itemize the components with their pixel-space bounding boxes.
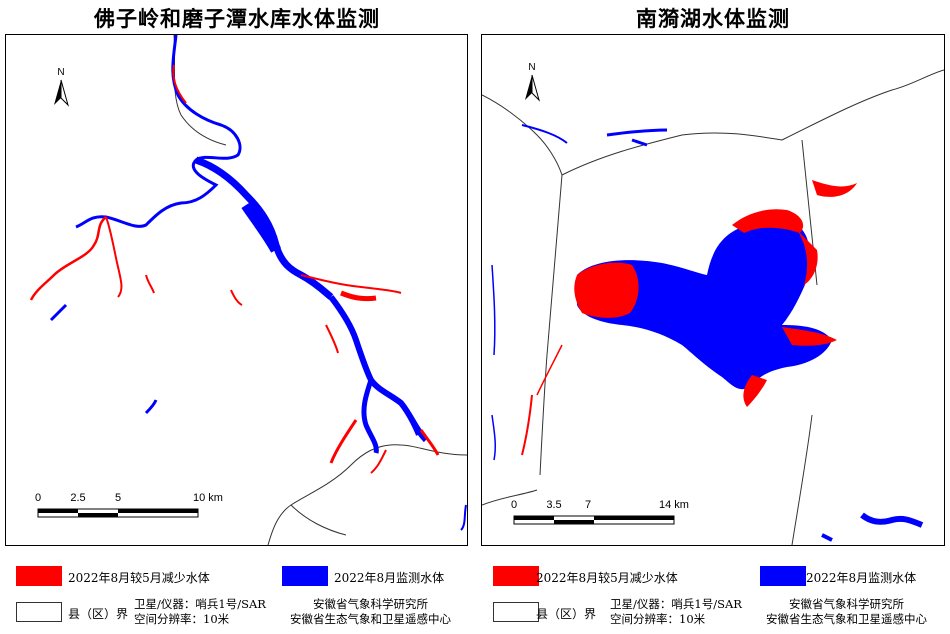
county-boundary bbox=[482, 94, 563, 176]
scale-tick-label: 2.5 bbox=[70, 492, 85, 504]
scale-tick-label: 0 bbox=[511, 499, 517, 511]
current-label: 2022年8月监测水体 bbox=[334, 571, 445, 585]
county-boundary bbox=[267, 444, 467, 545]
current-swatch bbox=[282, 566, 328, 586]
right-map-canvas: N 0 3.5 7 14 km bbox=[482, 62, 944, 545]
scale-tick-label: 0 bbox=[35, 492, 41, 504]
boundary-label: 县（区）界 bbox=[68, 607, 129, 621]
svg-text:N: N bbox=[57, 67, 64, 78]
county-boundary bbox=[290, 504, 347, 536]
decrease-swatch bbox=[493, 566, 539, 586]
sensor-info: 卫星/仪器：哨兵1号/SAR 空间分辨率：10米 bbox=[610, 597, 742, 626]
boundary-swatch bbox=[16, 602, 62, 622]
boundary-swatch bbox=[493, 602, 539, 622]
current-label: 2022年8月监测水体 bbox=[806, 571, 917, 585]
scale-tick-label: 7 bbox=[585, 499, 591, 511]
org-info: 安徽省气象科学研究所 安徽省生态气象和卫星遥感中心 bbox=[290, 597, 451, 626]
scale-bar: 0 2.5 5 10 km bbox=[35, 492, 223, 518]
right-map-frame[interactable]: N 0 3.5 7 14 km bbox=[481, 34, 945, 546]
scale-tick-label: 10 km bbox=[193, 492, 223, 504]
scale-tick-label: 14 km bbox=[659, 499, 689, 511]
county-boundary bbox=[173, 35, 227, 146]
county-boundary bbox=[791, 414, 813, 545]
decrease-label: 2022年8月较5月减少水体 bbox=[536, 571, 678, 585]
current-swatch bbox=[760, 566, 806, 586]
decrease-swatch bbox=[16, 566, 62, 586]
org-info: 安徽省气象科学研究所 安徽省生态气象和卫星遥感中心 bbox=[766, 597, 927, 626]
left-map-title: 佛子岭和磨子潭水库水体监测 bbox=[94, 7, 380, 31]
county-boundary bbox=[482, 489, 538, 506]
scale-tick-label: 5 bbox=[115, 492, 121, 504]
north-arrow-icon: N bbox=[525, 62, 540, 102]
right-water-decrease bbox=[521, 180, 857, 456]
scale-bar: 0 3.5 7 14 km bbox=[511, 499, 689, 525]
svg-text:N: N bbox=[528, 62, 535, 73]
scale-tick-label: 3.5 bbox=[546, 499, 561, 511]
left-map-canvas: N 0 2.5 5 10 km bbox=[29, 35, 467, 545]
right-map-title: 南漪湖水体监测 bbox=[636, 7, 790, 31]
left-water-current bbox=[49, 35, 467, 531]
right-water-current bbox=[491, 124, 924, 542]
sensor-info: 卫星/仪器：哨兵1号/SAR 空间分辨率：10米 bbox=[134, 597, 266, 626]
county-boundary bbox=[539, 174, 563, 476]
county-boundary bbox=[561, 69, 944, 176]
left-water-decrease bbox=[29, 64, 440, 474]
north-arrow-icon: N bbox=[54, 67, 69, 107]
left-map-frame[interactable]: N 0 2.5 5 10 km bbox=[5, 34, 468, 546]
decrease-label: 2022年8月较5月减少水体 bbox=[68, 571, 210, 585]
boundary-label: 县（区）界 bbox=[536, 607, 597, 621]
